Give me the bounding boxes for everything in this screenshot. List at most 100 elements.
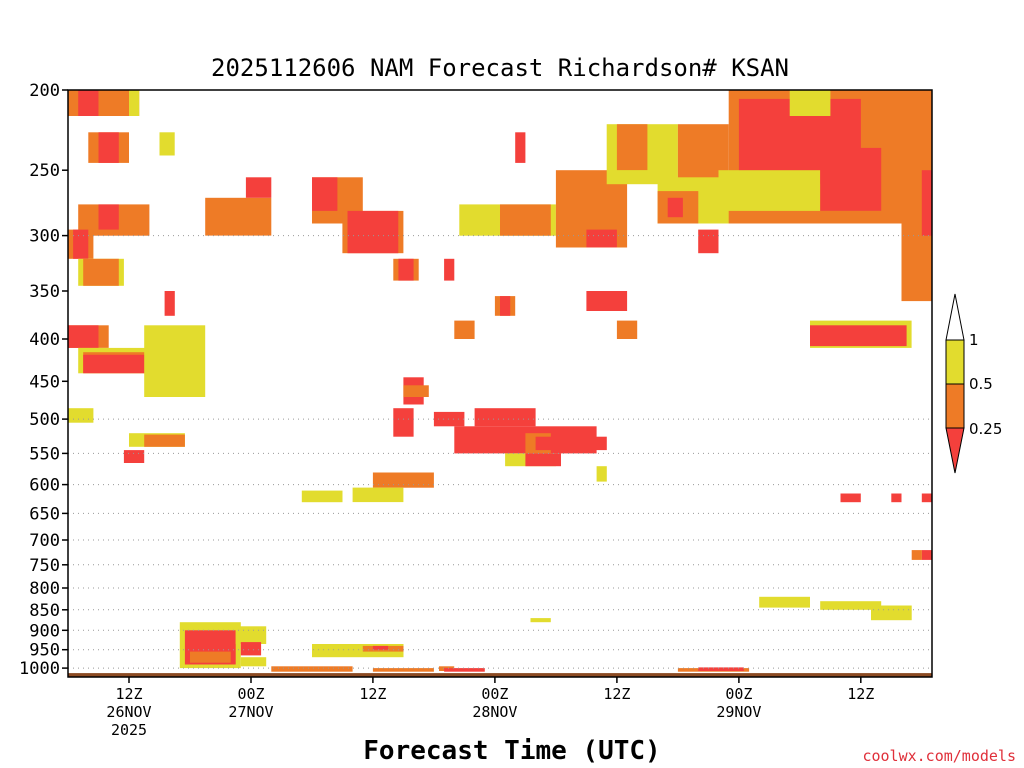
x-tick-label: 26NOV bbox=[106, 703, 151, 721]
heatmap-cell-low bbox=[921, 493, 932, 503]
x-tick-label: 29NOV bbox=[716, 703, 761, 721]
x-tick-label: 00Z bbox=[481, 685, 508, 703]
heatmap-cell-mid bbox=[454, 320, 475, 339]
heatmap-cell-low bbox=[347, 210, 399, 254]
heatmap-cell-mid bbox=[144, 434, 185, 447]
heatmap-cell-high bbox=[301, 490, 343, 503]
y-tick-label-300: 300 bbox=[29, 227, 60, 247]
heatmap-cell-high bbox=[820, 601, 882, 610]
heatmap-cell-low bbox=[372, 645, 389, 650]
heatmap-cell-low bbox=[393, 408, 414, 437]
heatmap-cell-low bbox=[433, 411, 465, 427]
heatmap-cell-low bbox=[515, 132, 526, 163]
colorbar-top-arrow bbox=[945, 293, 965, 341]
heatmap-cell-high bbox=[144, 325, 206, 397]
plot-frame bbox=[67, 89, 933, 678]
heatmap-cell-mid bbox=[383, 475, 424, 485]
heatmap-cell-low bbox=[123, 450, 145, 463]
y-tick-label-350: 350 bbox=[29, 282, 60, 302]
heatmap-cell-low bbox=[921, 550, 932, 560]
heatmap-cell-low bbox=[525, 453, 561, 467]
y-tick-label-750: 750 bbox=[29, 556, 60, 576]
y-tick-label-850: 850 bbox=[29, 601, 60, 621]
y-tick-label-1000: 1000 bbox=[19, 659, 60, 679]
heatmap-cell-low bbox=[810, 325, 907, 347]
x-tick-label: 00Z bbox=[725, 685, 752, 703]
heatmap-cell-low bbox=[78, 90, 99, 116]
colorbar-label-1: 1 bbox=[969, 331, 979, 349]
y-tick-label-500: 500 bbox=[29, 410, 60, 430]
heatmap-cell-low bbox=[698, 667, 744, 671]
y-tick-label-800: 800 bbox=[29, 579, 60, 599]
heatmap-cell-high bbox=[352, 487, 404, 503]
heatmap-cell-low bbox=[98, 132, 119, 163]
y-axis: 200 250 300 350 400 450 500 550 600 650 700 750 8008… bbox=[19, 81, 68, 679]
heatmap-cell-mid bbox=[83, 258, 119, 286]
heatmap-cell-high bbox=[871, 605, 912, 621]
x-tick-label: 12Z bbox=[603, 685, 630, 703]
colorbar-label-0.5: 0.5 bbox=[969, 375, 993, 393]
heatmap-cell-low bbox=[840, 493, 861, 503]
y-tick-label-950: 950 bbox=[29, 641, 60, 661]
heatmap-cell-mid bbox=[911, 550, 922, 560]
x-tick-label: 12Z bbox=[115, 685, 142, 703]
x-axis-label: Forecast Time (UTC) bbox=[363, 736, 660, 766]
heatmap-cell-low bbox=[891, 493, 902, 503]
heatmap-cell-low bbox=[500, 296, 511, 316]
x-tick-label: 28NOV bbox=[472, 703, 517, 721]
x-tick-label: 12Z bbox=[359, 685, 386, 703]
credit-text: coolwx.com/models bbox=[862, 747, 1016, 765]
y-tick-label-550: 550 bbox=[29, 444, 60, 464]
heatmap-cell-low bbox=[586, 229, 617, 248]
heatmap-cell-low bbox=[586, 291, 628, 311]
heatmap-cell-mid bbox=[616, 124, 648, 171]
heatmap-cell-mid bbox=[500, 204, 551, 236]
heatmap-cell-low bbox=[444, 668, 485, 672]
colorbar-bin-mid bbox=[945, 383, 965, 429]
heatmap-cell-mid bbox=[616, 320, 638, 339]
heatmap-cell-high bbox=[759, 596, 810, 608]
heatmap-cell-high bbox=[530, 618, 551, 623]
y-tick-label-200: 200 bbox=[29, 81, 60, 101]
heatmap-cell-high bbox=[68, 408, 94, 423]
y-tick-label-650: 650 bbox=[29, 504, 60, 524]
heatmap-cell-high bbox=[718, 170, 821, 211]
heatmap-cell-low bbox=[240, 642, 262, 656]
x-tick-label: 12Z bbox=[847, 685, 874, 703]
y-tick-label-400: 400 bbox=[29, 330, 60, 350]
chart-title: 2025112606 NAM Forecast Richardson# KSAN bbox=[211, 54, 789, 82]
ground-fill bbox=[68, 673, 932, 677]
heatmap-cell-high bbox=[240, 657, 267, 667]
heatmap-cell-high bbox=[129, 90, 140, 116]
y-tick-label-600: 600 bbox=[29, 476, 60, 496]
heatmap-cell-low bbox=[444, 258, 455, 281]
heatmap-cell-mid bbox=[271, 666, 353, 672]
heatmap-cell-high bbox=[789, 90, 831, 116]
x-tick-label: 27NOV bbox=[228, 703, 273, 721]
heatmap-cell-low bbox=[698, 229, 719, 254]
heatmap-cell-high bbox=[159, 132, 175, 156]
x-tick-label: 2025 bbox=[111, 721, 147, 739]
heatmap-cell-low bbox=[921, 170, 932, 236]
heatmap-cell-high bbox=[596, 466, 607, 482]
colorbar-legend: 1 0.5 0.25 bbox=[945, 293, 1002, 474]
x-tick-label: 00Z bbox=[237, 685, 264, 703]
heatmap-cell-low bbox=[535, 436, 607, 451]
heatmap-cell-high bbox=[235, 626, 267, 644]
heatmap-cell-low bbox=[68, 325, 99, 348]
heatmap-cell-low bbox=[164, 291, 175, 316]
y-tick-label-450: 450 bbox=[29, 372, 60, 392]
heatmap-cell-low bbox=[73, 229, 89, 259]
heatmap-cell-low bbox=[312, 177, 338, 211]
colorbar-bin-high bbox=[945, 339, 965, 385]
heatmap-cell-mid bbox=[372, 668, 434, 672]
colorbar-label-0.25: 0.25 bbox=[969, 420, 1002, 438]
heatmap-cells bbox=[68, 90, 932, 672]
heatmap-cell-mid bbox=[190, 651, 231, 663]
heatmap-cell-low bbox=[667, 197, 683, 218]
heatmap-cell-low bbox=[98, 204, 119, 230]
heatmap-cell-low bbox=[820, 147, 882, 211]
y-tick-label-900: 900 bbox=[29, 621, 60, 641]
heatmap-cell-mid bbox=[205, 197, 272, 236]
